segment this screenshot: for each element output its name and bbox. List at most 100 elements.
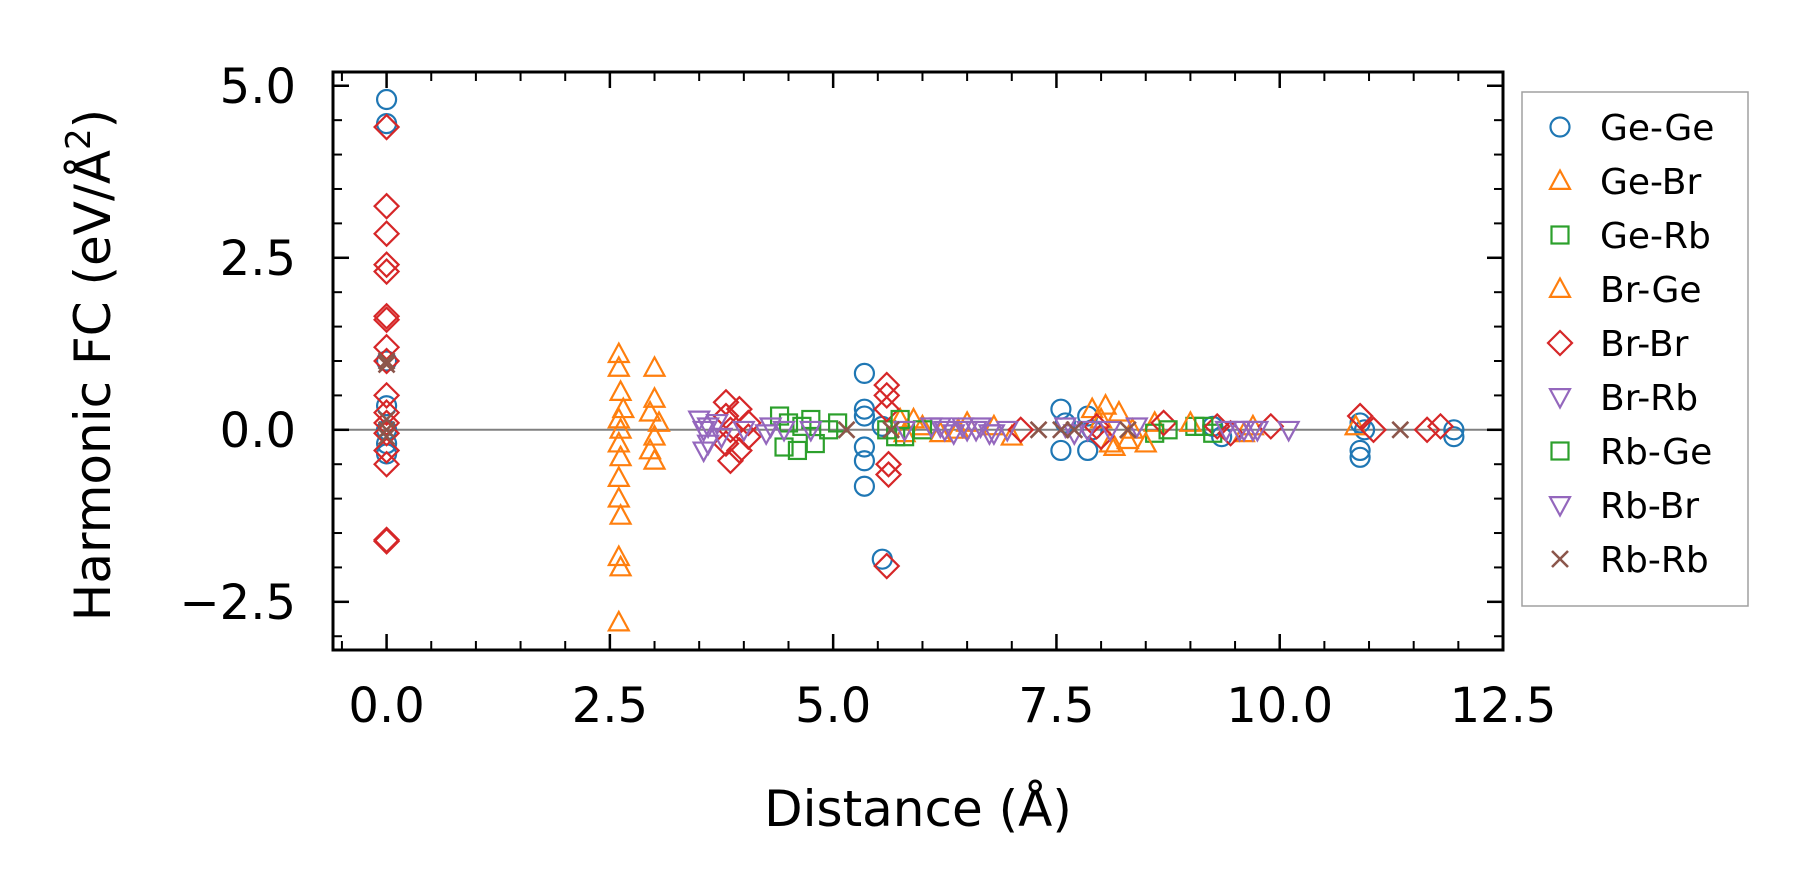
point-ge-rb [805, 433, 825, 454]
point-rb-rb [1029, 420, 1048, 439]
marker-stroke [837, 420, 856, 439]
y-axis-label-main: Harmonic FC (eV/Å [64, 150, 122, 621]
point-rb-br [919, 417, 944, 440]
series-ge-br [606, 341, 1368, 632]
point-br-br [373, 302, 401, 330]
point-ge-br [928, 420, 953, 443]
legend-box [1521, 91, 1749, 607]
marker-stroke [377, 420, 396, 439]
legend-item-rb-rb: Rb-Rb [1551, 540, 1709, 581]
point-br-br [373, 450, 401, 478]
point-br-rb [705, 413, 729, 436]
data-markers [373, 88, 1465, 632]
point-rb-br [977, 424, 1002, 447]
marker-stroke [1391, 420, 1410, 439]
point-ge-ge [1349, 439, 1371, 462]
point-ge-br [910, 413, 935, 436]
legend-marker-br-rb [1548, 388, 1572, 410]
marker-stroke [1065, 420, 1084, 439]
point-br-br [1346, 402, 1374, 430]
point-rb-br [799, 420, 823, 443]
point-br-br [873, 395, 901, 423]
legend-marker-br-br [1546, 329, 1574, 357]
point-ge-ge [375, 395, 398, 417]
point-br-rb [687, 410, 712, 433]
point-rb-br [1245, 420, 1270, 443]
marker-stroke [1551, 550, 1569, 568]
point-rb-rb [882, 420, 901, 439]
point-br-br [873, 552, 901, 580]
point-ge-br [608, 503, 633, 525]
point-ge-br [1098, 430, 1122, 453]
point-ge-br [642, 447, 667, 470]
point-br-br [874, 450, 903, 478]
x-tick-label: 5.0 [795, 678, 871, 734]
legend-label-ge-rb: Ge-Rb [1600, 216, 1711, 257]
plot-area: 0.0 2.5 5.0 7.5 10.0 12.5 −2.5 0.0 2.5 5.0 [179, 59, 1556, 734]
point-ge-br [606, 355, 631, 377]
point-ge-ge [1353, 419, 1376, 441]
point-br-rb [709, 427, 734, 450]
point-br-br [373, 527, 401, 555]
point-ge-ge [853, 436, 876, 458]
point-ge-ge [1050, 439, 1072, 462]
legend-marker-ge-ge [1549, 116, 1571, 138]
legend-label-br-rb: Br-Rb [1600, 378, 1698, 419]
marker-stroke [377, 352, 396, 370]
legend-label-rb-rb: Rb-Rb [1600, 540, 1709, 581]
point-ge-br [606, 544, 631, 567]
x-tick-label: 12.5 [1450, 678, 1557, 734]
legend-item-rb-br: Rb-Br [1548, 486, 1699, 527]
point-rb-br [696, 417, 720, 440]
y-axis-label: Harmonic FC (eV/Å2) [59, 109, 122, 621]
point-br-br [373, 436, 401, 465]
point-ge-br [1343, 413, 1368, 436]
legend-item-ge-ge: Ge-Ge [1549, 108, 1714, 149]
point-ge-br [642, 423, 667, 446]
point-rb-br [732, 420, 756, 443]
legend-label-rb-br: Rb-Br [1600, 486, 1699, 527]
point-rb-br [892, 420, 917, 443]
point-rb-rb [377, 420, 396, 439]
series-br-br [373, 113, 1455, 580]
y-tick-label: 5.0 [220, 59, 296, 115]
point-rb-rb [1391, 420, 1410, 439]
marker-stroke [1118, 420, 1137, 439]
point-ge-ge [853, 475, 876, 497]
point-br-ge [999, 423, 1024, 446]
point-ge-br [1116, 427, 1140, 450]
legend-item-br-br: Br-Br [1546, 324, 1689, 365]
point-rb-rb [1118, 420, 1137, 439]
point-rb-br [1075, 420, 1100, 443]
point-rb-rb [1051, 420, 1070, 439]
point-br-br [373, 257, 401, 286]
x-tick-label: 0.0 [348, 678, 424, 734]
point-br-br [373, 381, 401, 409]
point-ge-br [608, 379, 633, 401]
point-br-br [1426, 412, 1455, 440]
legend-marker-ge-rb [1550, 225, 1570, 245]
point-ge-ge [1349, 446, 1371, 468]
x-tick-label: 7.5 [1018, 678, 1094, 734]
x-tick-label: 2.5 [572, 678, 648, 734]
legend-label-br-ge: Br-Ge [1600, 270, 1702, 311]
point-ge-ge [853, 362, 876, 384]
marker-stroke [882, 420, 901, 439]
point-br-br [873, 381, 901, 409]
point-br-br [373, 251, 401, 279]
point-ge-br [1093, 392, 1118, 415]
legend-item-ge-rb: Ge-Rb [1550, 216, 1711, 257]
point-ge-br [606, 609, 631, 632]
point-ge-br [606, 406, 631, 429]
axis-ticks [333, 72, 1505, 650]
point-ge-br [606, 341, 631, 364]
point-br-br [373, 192, 401, 220]
point-br-ge [1102, 434, 1127, 456]
point-rb-rb [1065, 420, 1084, 439]
point-rb-rb [837, 420, 856, 439]
point-rb-rb [377, 355, 396, 374]
legend-label-rb-ge: Rb-Ge [1600, 432, 1712, 473]
point-ge-ge [375, 350, 398, 372]
point-br-ge [1089, 406, 1113, 429]
